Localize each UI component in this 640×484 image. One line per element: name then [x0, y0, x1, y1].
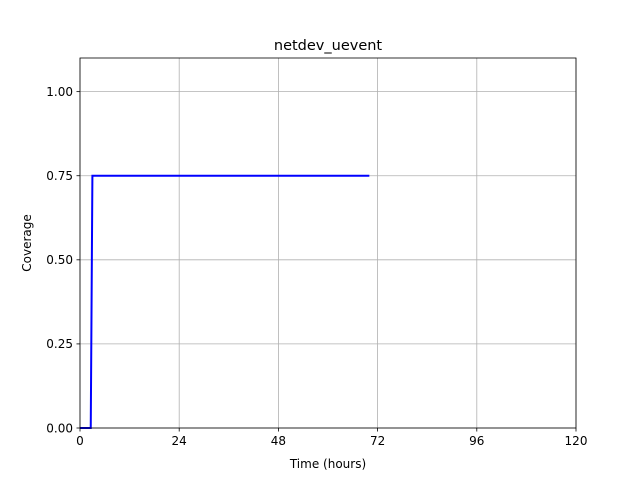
axis-ticks: 0 24 48 72 96 120 0.00 0.25 0.50 0.75 1.00	[46, 85, 587, 448]
x-tick-label: 120	[565, 434, 588, 448]
x-tick-label: 96	[469, 434, 484, 448]
y-tick-label: 0.75	[46, 169, 73, 183]
y-axis-label: Coverage	[20, 214, 34, 272]
x-axis-label: Time (hours)	[289, 457, 366, 471]
y-tick-label: 0.50	[46, 253, 73, 267]
y-tick-label: 1.00	[46, 85, 73, 99]
chart-title: netdev_uevent	[274, 38, 383, 54]
x-tick-label: 72	[370, 434, 385, 448]
x-tick-label: 24	[172, 434, 187, 448]
y-tick-label: 0.25	[46, 337, 73, 351]
plot-frame	[79, 57, 577, 429]
x-tick-label: 48	[271, 434, 286, 448]
y-tick-label: 0.00	[46, 421, 73, 435]
plot-area	[80, 58, 576, 428]
x-tick-label: 0	[76, 434, 84, 448]
